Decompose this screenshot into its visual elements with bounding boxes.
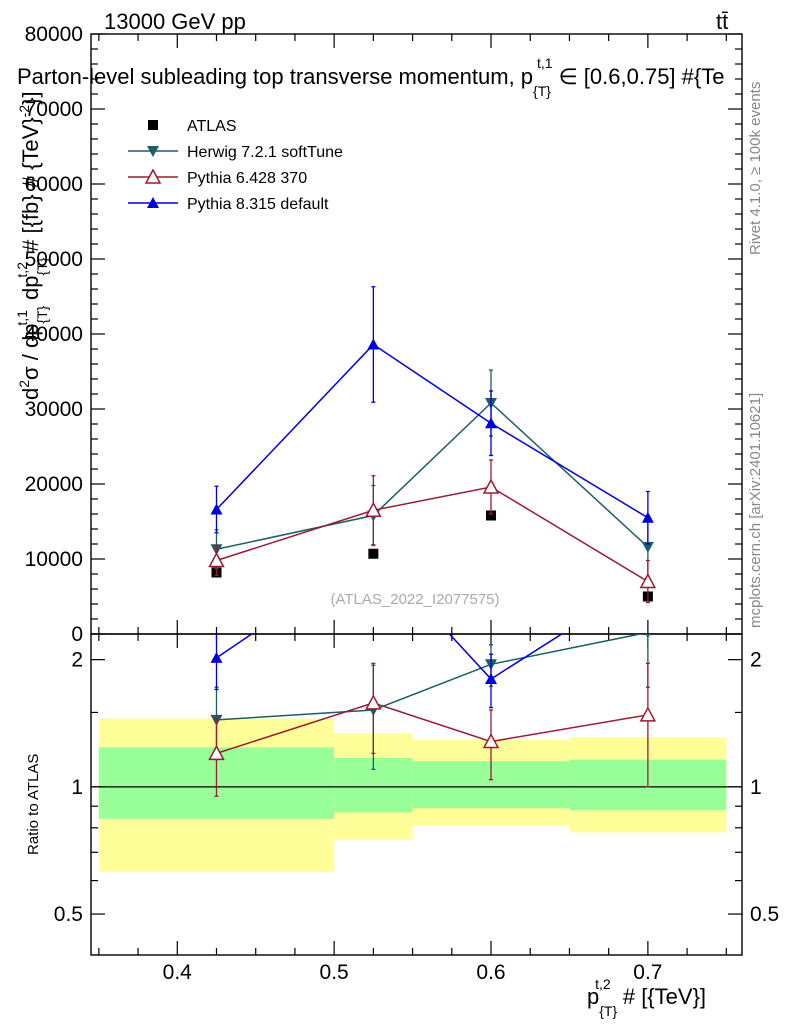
main-herwig-7-2-1-softtune-point [641,542,654,553]
ratio-pythia-6-428-370-line [216,702,649,755]
ratio-y-axis: 0.5 0.5 1 1 2 2 [54,649,779,926]
plot-title-main: Parton-level subleading top transverse m… [17,64,533,89]
ratio-pythia-6-428-370-point [208,744,225,761]
main-atlas-point [486,510,497,521]
process-label: tt̄ [716,9,728,34]
main-pythia-8-315-default-point [485,417,498,429]
y-tick-label: 10000 [25,548,83,571]
main-pythia-8-315-default-point [367,338,380,350]
main-pythia-6-428-370-point [639,572,657,589]
ratio-pythia-8-315-default-point [210,651,223,663]
ratio-tick-label: 2 [71,649,83,672]
main-pythia-6-428-370-point [482,478,500,494]
y-tick-label: 40000 [25,323,83,346]
x-axis-title: p{T}t,2 # [{TeV}] [587,976,706,1019]
ratio-pythia-8-315-default-point [485,672,498,684]
analysis-watermark: (ATLAS_2022_I2077575) [330,591,499,608]
y-tick-label: 70000 [25,98,83,121]
legend-label: Pythia 6.428 370 [187,170,307,187]
main-pythia-8-315-default-point [641,511,654,523]
ratio-herwig-7-2-1-softtune-line [216,634,644,721]
plot-title: Parton-level subleading top transverse m… [17,55,724,99]
y-tick-label: 50000 [25,248,83,271]
x-tick-label: 0.4 [163,961,193,984]
main-pythia-8-315-default-line [215,343,649,519]
ratio-tick-label: 1 [71,776,83,799]
x-tick-label: 0.6 [476,961,505,984]
ratio-pythia-6-428-370-point [365,694,382,710]
main-plot-series [208,286,657,604]
ratio-uncertainty-bands [98,718,727,872]
main-atlas-point [368,548,379,559]
plot-title-tail: ∈ [0.6,0.75] #{Te [559,64,725,89]
x-tick-label: 0.5 [320,961,349,984]
main-herwig-7-2-1-softtune-line [216,401,649,550]
legend-label: ATLAS [187,118,237,135]
main-y-axis-title: d2σ / dp{T}t,1 dp{T}t,2 # [{fb} # {TeV}-… [14,91,50,400]
main-pythia-6-428-370-point [365,501,382,517]
main-pythia-8-315-default-point [210,503,223,515]
legend-marker [144,168,162,184]
legend-marker [147,146,159,157]
ratio-tick-label-right: 2 [750,649,762,672]
y-tick-label: 60000 [25,173,83,196]
main-pythia-6-428-370-point [208,551,225,568]
plot-title-sub: {T} [533,83,551,99]
main-pythia-6-428-370-line [216,486,649,583]
x-tick-label: 0.7 [633,961,662,984]
legend-label: Herwig 7.2.1 softTune [187,144,343,161]
ratio-y-axis-title: Ratio to ATLAS [25,754,42,855]
legend-marker [148,120,158,130]
legend-label: Pythia 8.315 default [187,196,329,213]
ratio-herwig-7-2-1-softtune-point [645,634,651,639]
energy-label: 13000 GeV pp [104,9,246,34]
mcplots-label: mcplots.cern.ch [arXiv:2401.10621] [747,393,764,628]
main-y-axis: 0 10000 20000 30000 40000 50000 60000 70000 8000… [25,23,742,646]
ratio-plot-series [208,634,657,797]
ratio-tick-label: 0.5 [54,903,83,926]
y-tick-label: 30000 [25,398,83,421]
x-axis: 0.4 0.5 0.6 0.7 [98,34,727,984]
ratio-plot-frame [90,633,743,956]
y-tick-label: 80000 [25,23,83,46]
legend-marker [147,197,159,208]
ratio-tick-label-right: 1 [750,776,762,799]
ratio-pythia-6-428-370-point [482,732,500,749]
ratio-pythia-6-428-370-point [639,706,657,722]
y-tick-label: 0 [71,623,83,646]
legend: ATLAS Herwig 7.2.1 softTune Pythia 6.428 3… [128,118,343,213]
plot-title-sup: t,1 [537,55,553,71]
ratio-tick-label-right: 0.5 [750,903,779,926]
y-tick-label: 20000 [25,473,83,496]
rivet-version-label: Rivet 4.1.0, ≥ 100k events [747,82,764,255]
ratio-pythia-8-315-default-line [216,634,564,680]
